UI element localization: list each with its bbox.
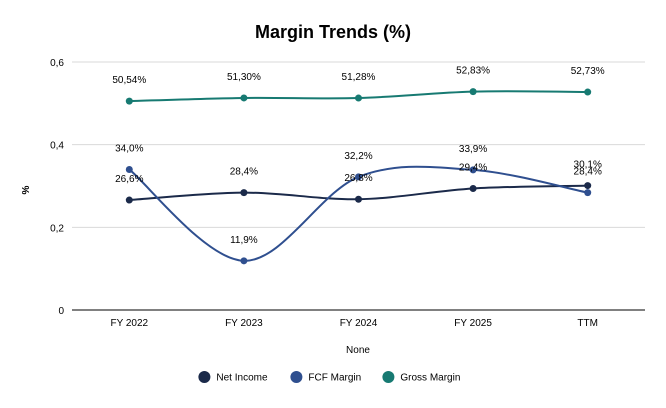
x-tick-label: FY 2023 xyxy=(225,318,263,329)
y-tick-label: 0,6 xyxy=(50,58,64,69)
data-label-net-income: 28,4% xyxy=(230,167,258,178)
data-label-fcf-margin: 11,9% xyxy=(230,235,258,246)
data-point-net-income xyxy=(469,184,477,192)
x-axis-label: None xyxy=(346,345,370,356)
x-tick-label: TTM xyxy=(577,318,598,329)
data-label-fcf-margin: 32,2% xyxy=(344,151,372,162)
grid-lines xyxy=(72,61,645,311)
x-tick-label: FY 2024 xyxy=(340,318,378,329)
data-label-gross-margin: 52,73% xyxy=(571,66,605,77)
data-point-gross-margin xyxy=(125,97,133,105)
legend: Net Income FCF Margin Gross Margin xyxy=(198,371,460,384)
x-tick-label: FY 2025 xyxy=(454,318,492,329)
data-point-fcf-margin xyxy=(240,257,248,265)
data-label-net-income: 29,4% xyxy=(459,162,487,173)
data-label-fcf-margin: 33,9% xyxy=(459,144,487,155)
data-point-net-income xyxy=(584,182,592,190)
data-label-gross-margin: 50,54% xyxy=(112,75,146,86)
legend-label-fcf-margin: FCF Margin xyxy=(308,373,361,384)
data-label-gross-margin: 52,83% xyxy=(456,66,490,77)
y-axis-label: % xyxy=(21,185,32,194)
legend-swatch-fcf-margin xyxy=(290,371,303,383)
data-point-fcf-margin xyxy=(584,189,592,197)
data-points xyxy=(125,88,592,265)
data-labels: 26,6% 28,4% 26,8% 29,4% 30,1% 34,0% 11,9% 32,2%… xyxy=(112,66,604,246)
data-label-gross-margin: 51,30% xyxy=(227,72,261,83)
data-label-fcf-margin: 28,4% xyxy=(574,167,602,178)
data-point-fcf-margin xyxy=(125,165,133,173)
data-point-gross-margin xyxy=(584,88,592,96)
legend-label-gross-margin: Gross Margin xyxy=(400,373,460,384)
legend-label-net-income: Net Income xyxy=(216,373,268,384)
data-point-gross-margin xyxy=(469,88,477,96)
data-point-gross-margin xyxy=(355,94,362,102)
data-point-net-income xyxy=(355,195,362,203)
legend-swatch-net-income xyxy=(198,371,211,383)
data-label-fcf-margin: 34,0% xyxy=(115,143,143,154)
y-tick-labels: 0 0,2 0,4 0,6 xyxy=(50,58,64,317)
data-label-net-income: 26,8% xyxy=(344,173,372,184)
y-tick-label: 0,2 xyxy=(50,223,64,234)
data-label-net-income: 30,1% xyxy=(574,160,602,171)
chart-title: Margin Trends (%) xyxy=(255,22,411,42)
y-tick-label: 0 xyxy=(58,306,64,317)
data-point-net-income xyxy=(240,189,248,197)
data-point-fcf-margin xyxy=(469,166,477,174)
data-label-net-income: 26,6% xyxy=(115,174,143,185)
data-point-fcf-margin xyxy=(355,173,362,181)
data-point-gross-margin xyxy=(240,94,248,102)
x-tick-label: FY 2022 xyxy=(110,318,148,329)
series-line-fcf-margin xyxy=(128,165,588,262)
y-tick-label: 0,4 xyxy=(50,141,64,152)
x-tick-labels: FY 2022 FY 2023 FY 2024 FY 2025 TTM xyxy=(110,318,597,329)
data-label-gross-margin: 51,28% xyxy=(342,72,376,83)
legend-swatch-gross-margin xyxy=(382,371,395,383)
data-point-net-income xyxy=(125,196,133,204)
